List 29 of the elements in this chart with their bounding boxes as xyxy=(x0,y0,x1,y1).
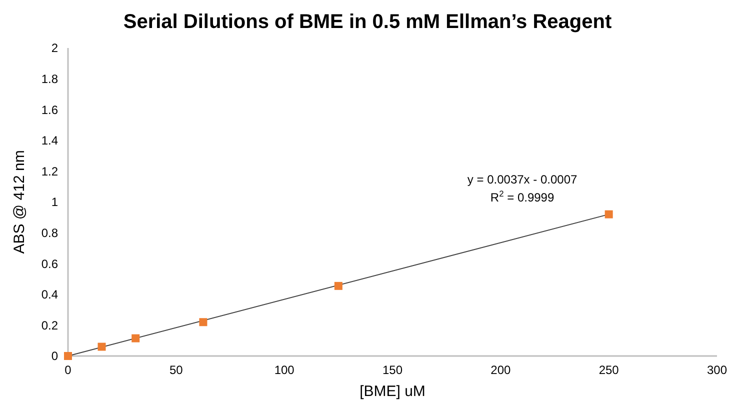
y-tick-label: 0 xyxy=(51,349,58,364)
point xyxy=(64,352,72,360)
y-tick-label: 1.4 xyxy=(41,134,58,148)
x-tick-label: 150 xyxy=(382,363,403,377)
point xyxy=(132,334,140,342)
x-axis-title: [BME] uM xyxy=(360,383,426,400)
x-tick-label: 250 xyxy=(598,363,620,377)
chart-title: Serial Dilutions of BME in 0.5 mM Ellman’s Reagent xyxy=(123,11,612,33)
y-tick-label: 1.6 xyxy=(41,102,58,117)
y-tick-label: 1.8 xyxy=(41,72,58,86)
y-tick-label: 2 xyxy=(51,41,58,56)
point xyxy=(98,342,106,351)
x-tick-label: 100 xyxy=(274,363,295,377)
y-tick-label: 1.2 xyxy=(41,164,58,178)
annotation: R$^{2}$ = 0.9999 xyxy=(490,188,554,205)
point xyxy=(604,210,613,218)
y-tick-label: 0.6 xyxy=(41,256,58,271)
x-tick-label: 50 xyxy=(169,363,184,377)
point xyxy=(334,282,342,290)
x-tick-label: 0 xyxy=(64,363,72,377)
y-axis-title: ABS @ 412 nm xyxy=(11,150,28,254)
y-tick-label: 0.4 xyxy=(41,288,58,302)
x-tick-label: 300 xyxy=(706,363,728,377)
annotation: y = 0.0037x - 0.0007 xyxy=(467,172,578,187)
y-tick-label: 0.2 xyxy=(41,318,58,332)
y-tick-label: 1 xyxy=(51,195,58,210)
point xyxy=(199,318,208,326)
x-tick-label: 200 xyxy=(490,363,511,377)
y-tick-label: 0.8 xyxy=(41,226,58,240)
